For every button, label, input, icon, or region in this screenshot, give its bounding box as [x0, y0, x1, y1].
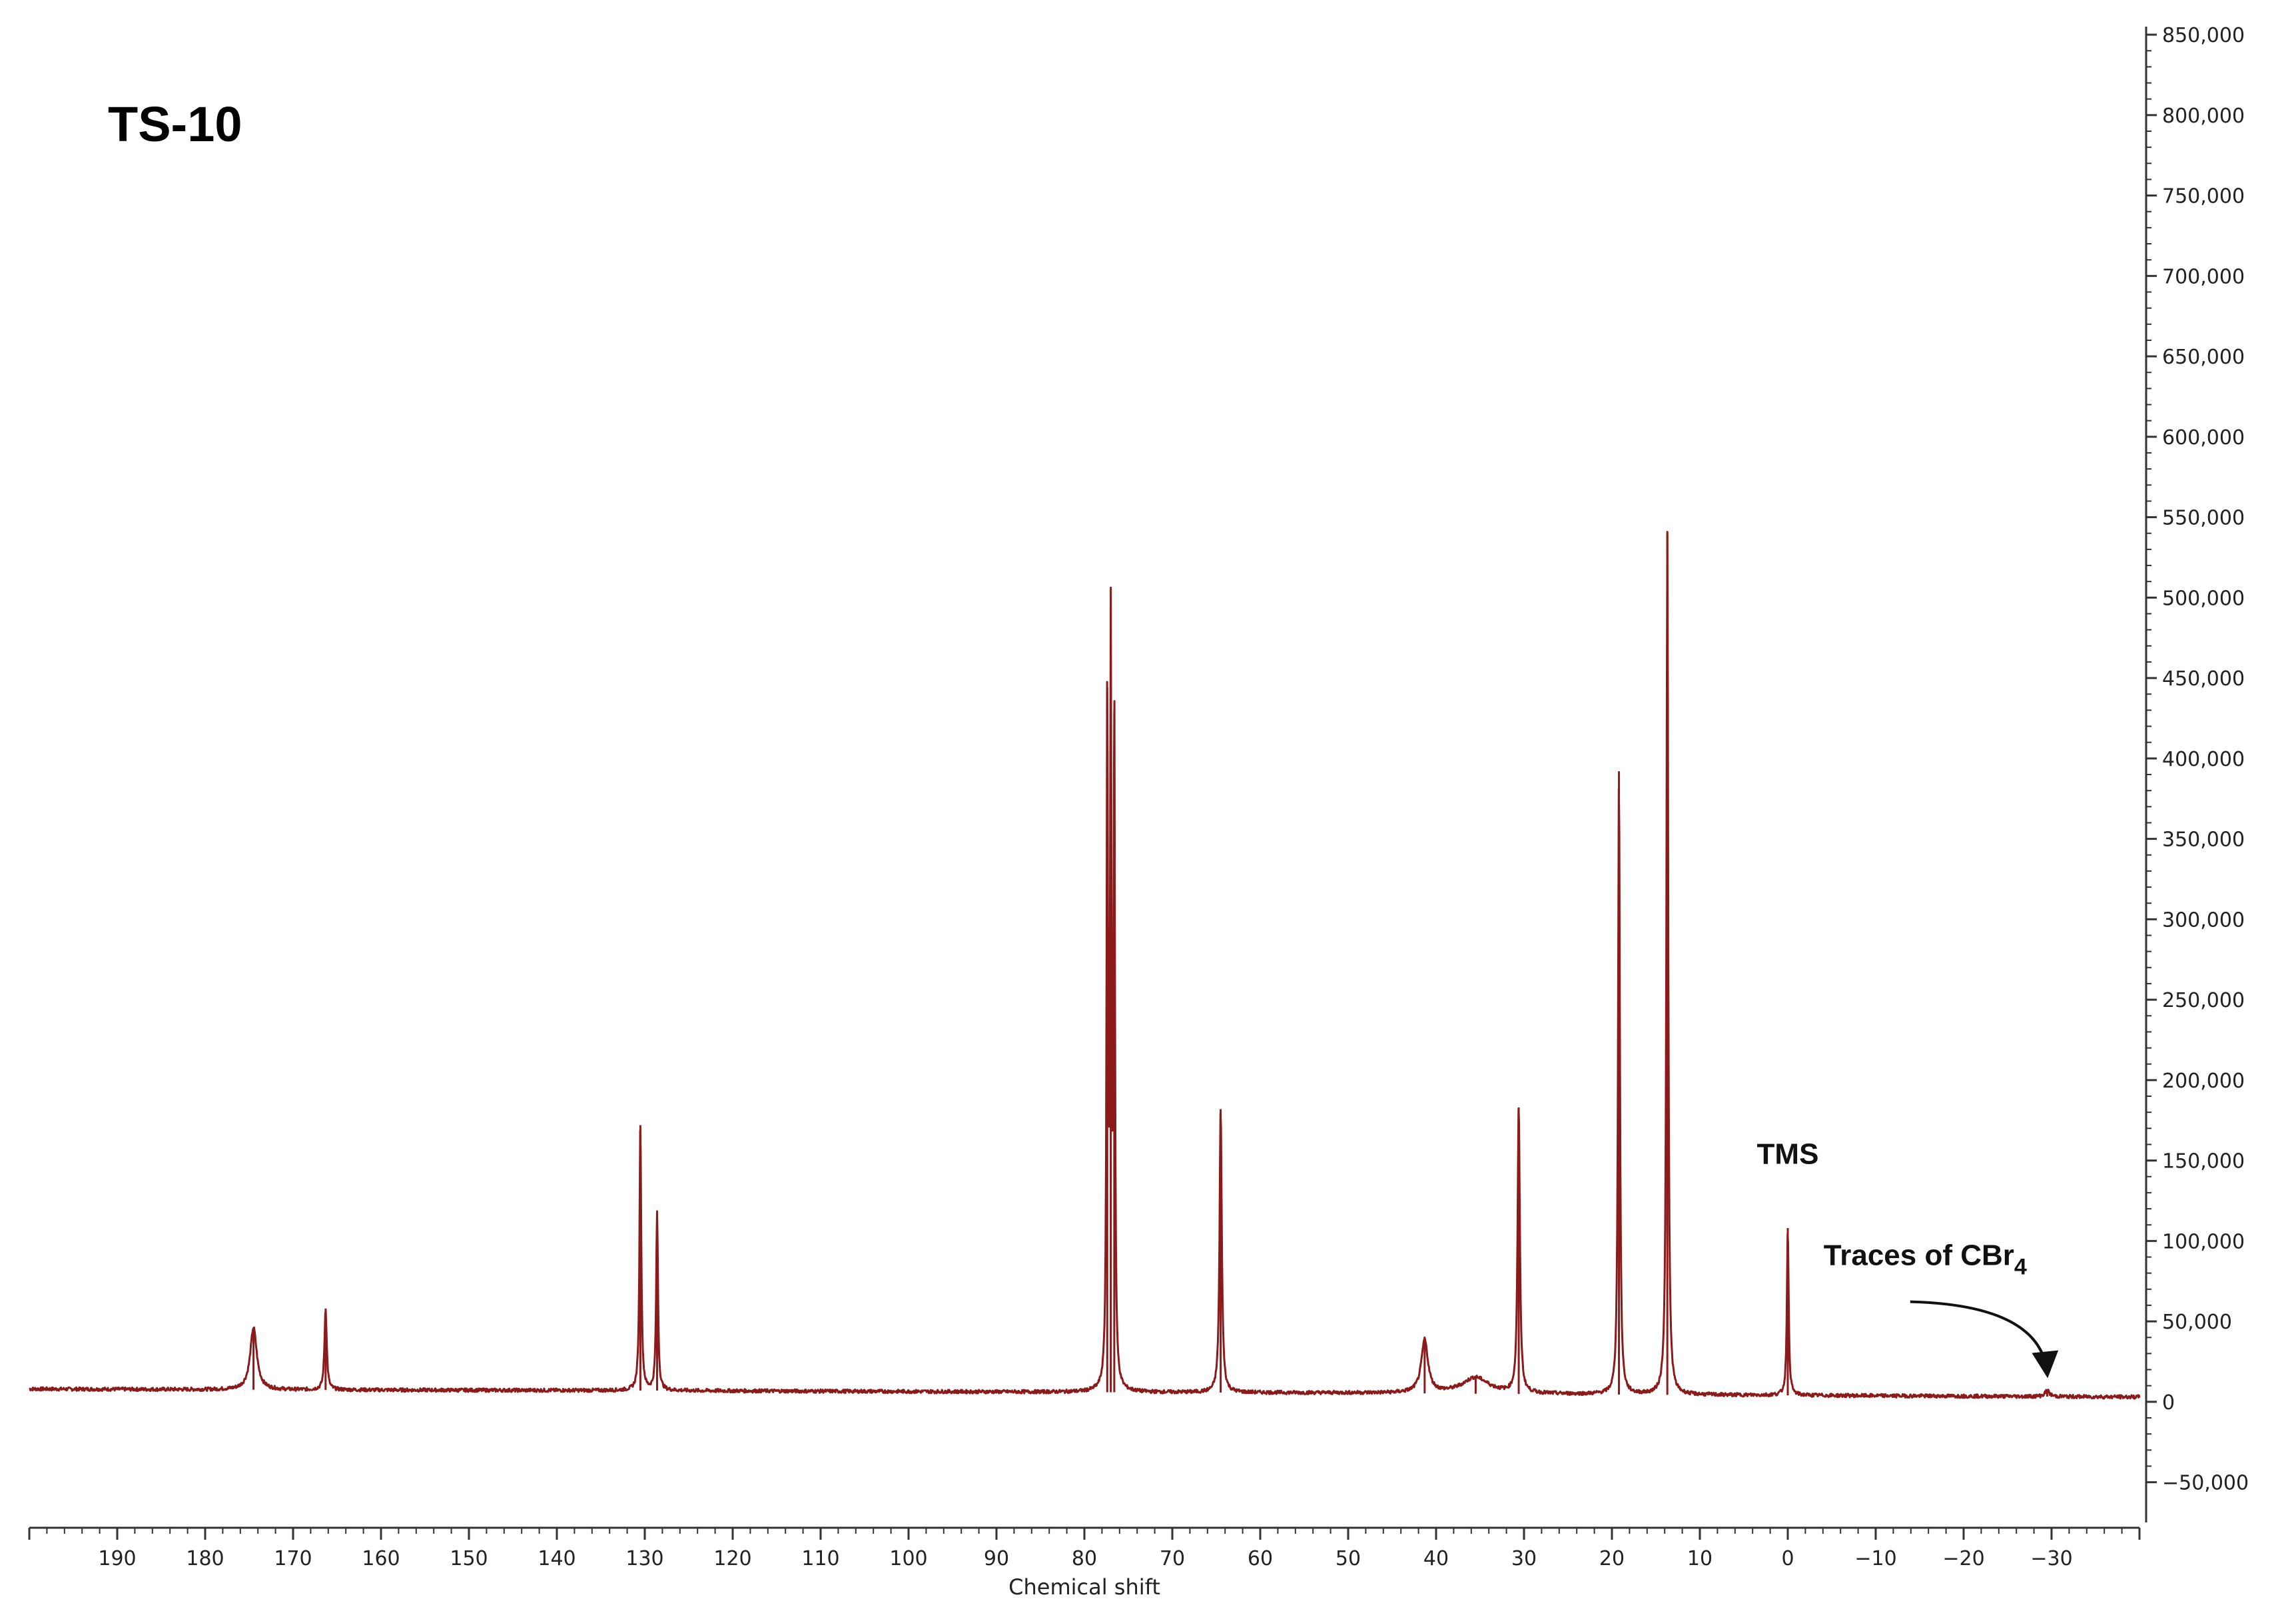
y-tick-label: 650,000: [2162, 346, 2245, 369]
x-tick-label: 50: [1336, 1547, 1361, 1570]
y-tick-label: 750,000: [2162, 185, 2245, 208]
y-tick-label: 250,000: [2162, 989, 2245, 1012]
y-tick-label: 450,000: [2162, 667, 2245, 691]
x-tick-label: 190: [98, 1547, 136, 1570]
x-axis-title: Chemical shift: [1008, 1574, 1160, 1600]
y-tick-label: 150,000: [2162, 1150, 2245, 1173]
x-tick-label: 160: [362, 1547, 400, 1570]
y-ticks: 850,000 800,000 750,000 700,000 650,000 600,0…: [2146, 24, 2249, 1495]
y-axis: 850,000 800,000 750,000 700,000 650,000 600,0…: [2145, 24, 2249, 1522]
annotations: TMS Traces of CBr4: [1757, 1137, 2059, 1379]
y-tick-label: 800,000: [2162, 105, 2245, 128]
x-tick-label: 140: [538, 1547, 575, 1570]
x-tick-label: −10: [1854, 1547, 1896, 1570]
x-tick-label: 20: [1599, 1547, 1625, 1570]
y-tick-label: 200,000: [2162, 1070, 2245, 1093]
x-tick-label: 80: [1072, 1547, 1097, 1570]
annotation-0: TMS: [1757, 1137, 1819, 1170]
y-tick-label: 100,000: [2162, 1230, 2245, 1253]
spectrum-line: [29, 531, 2141, 1400]
y-tick-label: 0: [2162, 1391, 2175, 1415]
annotation-1: Traces of CBr4: [1824, 1239, 2027, 1280]
x-tick-label: −20: [1942, 1547, 1984, 1570]
x-tick-label: 40: [1423, 1547, 1449, 1570]
y-tick-label: 500,000: [2162, 587, 2245, 610]
y-tick-label: 400,000: [2162, 748, 2245, 771]
y-tick-label: 850,000: [2162, 24, 2245, 47]
y-tick-label: 700,000: [2162, 265, 2245, 288]
y-tick-label: 550,000: [2162, 507, 2245, 530]
x-tick-label: 120: [713, 1547, 751, 1570]
x-tick-label: 130: [625, 1547, 663, 1570]
x-tick-label: 180: [186, 1547, 224, 1570]
y-tick-label: 300,000: [2162, 908, 2245, 932]
x-tick-label: 0: [1781, 1547, 1794, 1570]
x-tick-label: 30: [1511, 1547, 1537, 1570]
x-ticks: 190 180 170 160 150 140 130 120 110 100 90 80 70 60 50…: [28, 1528, 2141, 1570]
x-tick-label: 70: [1160, 1547, 1185, 1570]
x-tick-label: 60: [1248, 1547, 1273, 1570]
x-tick-label: 110: [801, 1547, 839, 1570]
y-tick-label: 600,000: [2162, 426, 2245, 450]
annotation-arrow: [1910, 1300, 2059, 1379]
x-tick-label: 170: [274, 1547, 312, 1570]
x-tick-label: 150: [450, 1547, 488, 1570]
y-tick-label: 50,000: [2162, 1311, 2232, 1334]
x-tick-label: 90: [984, 1547, 1009, 1570]
chart-title: TS-10: [108, 97, 242, 152]
y-tick-label: −50,000: [2162, 1472, 2249, 1495]
x-tick-label: 100: [889, 1547, 927, 1570]
y-tick-label: 350,000: [2162, 828, 2245, 852]
x-tick-label: −30: [2030, 1547, 2072, 1570]
x-tick-label: 10: [1687, 1547, 1713, 1570]
plot-area: [29, 531, 2141, 1400]
x-axis: 190 180 170 160 150 140 130 120 110 100 90 80 70 60 50…: [28, 1526, 2141, 1600]
